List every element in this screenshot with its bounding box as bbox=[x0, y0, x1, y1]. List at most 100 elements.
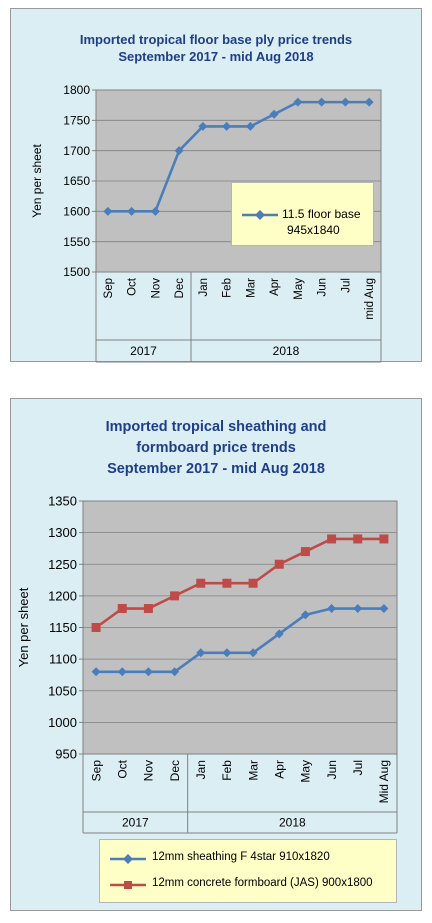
y-axis-label: Yen per sheet bbox=[30, 144, 44, 218]
x-tick-label: Jun bbox=[317, 278, 329, 297]
chart-title: Imported tropical floor base ply price t… bbox=[11, 31, 421, 65]
x-tick-label: Apr bbox=[269, 278, 281, 296]
y-tick-label: 1500 bbox=[63, 265, 90, 279]
data-point-diamond bbox=[274, 629, 284, 639]
y-tick-label: 1800 bbox=[63, 83, 90, 97]
x-tick-label: Jul bbox=[340, 278, 352, 293]
chart-title: Imported tropical sheathing and formboar… bbox=[11, 417, 421, 480]
chart-legend: 11.5 floor base 945x1840 bbox=[231, 182, 374, 246]
y-tick-label: 1350 bbox=[48, 494, 77, 509]
chart-subtitle-line: September 2017 - mid Aug 2018 bbox=[118, 49, 314, 64]
y-tick-label: 1250 bbox=[48, 557, 77, 572]
x-tick-label: mid Aug bbox=[364, 278, 376, 320]
chart-legend: 12mm sheathing F 4star 910x1820 12mm con… bbox=[99, 839, 397, 903]
x-tick-label: Mid Aug bbox=[377, 760, 391, 803]
legend-symbol-square bbox=[110, 879, 146, 891]
data-point-square bbox=[196, 578, 206, 588]
data-point-diamond bbox=[174, 146, 184, 156]
chart-title-line-1: Imported tropical sheathing and bbox=[105, 419, 327, 435]
chart-title-line-2: formboard price trends bbox=[136, 440, 296, 456]
data-point-diamond bbox=[248, 648, 258, 658]
y-axis-label: Yen per sheet bbox=[16, 587, 31, 667]
group-label: 2017 bbox=[130, 344, 157, 358]
data-point-square bbox=[248, 578, 258, 588]
legend-label-sheathing: 12mm sheathing F 4star 910x1820 bbox=[152, 851, 330, 863]
x-tick-label: Feb bbox=[220, 760, 234, 781]
data-point-diamond bbox=[293, 97, 303, 107]
y-tick-label: 1600 bbox=[63, 205, 90, 219]
data-point-diamond bbox=[127, 206, 137, 216]
x-tick-label: Jul bbox=[351, 760, 365, 775]
x-tick-label: Dec bbox=[168, 760, 182, 781]
x-tick-label: Oct bbox=[127, 277, 139, 296]
x-tick-label: Jan bbox=[194, 760, 208, 779]
x-tick-label: Sep bbox=[103, 278, 115, 298]
x-tick-label: Nov bbox=[150, 278, 162, 299]
x-tick-label: Mar bbox=[245, 278, 257, 298]
data-point-square bbox=[274, 559, 284, 569]
data-point-diamond bbox=[245, 121, 255, 131]
x-tick-label: May bbox=[293, 278, 305, 300]
x-tick-label: Sep bbox=[89, 760, 103, 782]
data-point-diamond bbox=[170, 667, 180, 677]
data-point-diamond bbox=[222, 648, 232, 658]
chart-panel-sheathing-formboard: Imported tropical sheathing and formboar… bbox=[10, 398, 422, 911]
data-point-diamond bbox=[317, 97, 327, 107]
data-point-diamond bbox=[340, 97, 350, 107]
data-point-diamond bbox=[364, 97, 374, 107]
y-tick-label: 1750 bbox=[63, 114, 90, 128]
data-point-diamond bbox=[198, 121, 208, 131]
legend-label-formboard: 12mm concrete formboard (JAS) 900x1800 bbox=[152, 877, 373, 889]
data-point-square bbox=[353, 534, 363, 544]
y-tick-label: 1300 bbox=[48, 525, 77, 540]
data-point-square bbox=[300, 547, 310, 557]
x-tick-label: Feb bbox=[222, 278, 234, 298]
chart-panel-floor-base: Imported tropical floor base ply price t… bbox=[10, 8, 422, 363]
y-tick-label: 1050 bbox=[48, 683, 77, 698]
data-point-square bbox=[143, 604, 153, 614]
chart-title-line-3: September 2017 - mid Aug 2018 bbox=[107, 461, 325, 477]
data-point-diamond bbox=[222, 121, 232, 131]
x-tick-label: May bbox=[299, 760, 313, 783]
legend-entry-floor-base: 11.5 floor base 945x1840 bbox=[232, 205, 373, 237]
chart-title-line: Imported tropical floor base ply price t… bbox=[79, 32, 353, 47]
group-label: 2018 bbox=[279, 816, 306, 830]
y-tick-label: 1150 bbox=[49, 620, 77, 635]
data-point-diamond bbox=[269, 109, 279, 119]
x-tick-label: Apr bbox=[272, 760, 286, 779]
x-tick-label: Dec bbox=[174, 278, 186, 299]
y-tick-label: 1550 bbox=[63, 235, 90, 249]
x-tick-label: Mar bbox=[246, 760, 260, 781]
x-tick-label: Jan bbox=[198, 278, 210, 297]
data-point-square bbox=[91, 623, 101, 632]
legend-entry-formboard: 12mm concrete formboard (JAS) 900x1800 bbox=[100, 875, 396, 895]
legend-symbol-diamond bbox=[110, 853, 146, 865]
data-point-diamond bbox=[379, 604, 389, 614]
legend-entry-sheathing: 12mm sheathing F 4star 910x1820 bbox=[100, 849, 396, 869]
data-point-diamond bbox=[327, 604, 337, 614]
data-point-square bbox=[222, 578, 232, 588]
data-point-square bbox=[117, 604, 127, 614]
y-tick-label: 1700 bbox=[63, 144, 90, 158]
data-point-diamond bbox=[150, 206, 160, 216]
data-point-square bbox=[170, 591, 180, 601]
sheathing-formboard-chart-svg: 950 1000 1050 1100 1150 1200 1250 1300 1350 Yen p… bbox=[16, 494, 398, 834]
x-tick-label: Oct bbox=[115, 759, 129, 778]
y-tick-label: 1100 bbox=[49, 652, 77, 667]
data-point-diamond bbox=[300, 610, 310, 620]
legend-label-line-1: 11.5 floor base bbox=[282, 207, 361, 221]
data-point-diamond bbox=[117, 667, 127, 677]
data-point-square bbox=[327, 534, 337, 544]
x-tick-label: Nov bbox=[142, 760, 156, 781]
data-point-diamond bbox=[91, 667, 101, 677]
data-point-square bbox=[379, 534, 389, 544]
x-tick-label: Jun bbox=[325, 760, 339, 779]
legend-symbol-diamond bbox=[242, 209, 278, 221]
y-tick-label: 950 bbox=[55, 747, 77, 762]
data-point-diamond bbox=[196, 648, 206, 658]
group-label: 2018 bbox=[273, 344, 300, 358]
y-tick-label: 1650 bbox=[63, 174, 90, 188]
y-tick-label: 1000 bbox=[48, 715, 77, 730]
legend-label-line-2: 945x1840 bbox=[287, 223, 340, 237]
data-point-diamond bbox=[103, 206, 113, 216]
